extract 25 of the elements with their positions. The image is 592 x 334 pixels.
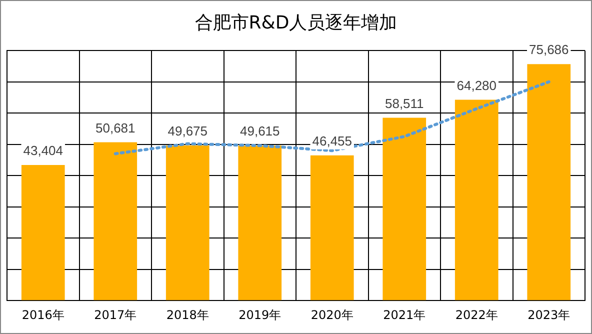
bar	[382, 118, 426, 300]
bar	[21, 164, 65, 300]
x-tick-label: 2022年	[455, 308, 498, 322]
data-label: 49,615	[240, 124, 280, 139]
x-tick-label: 2023年	[528, 308, 570, 322]
bar	[166, 145, 210, 300]
bar	[527, 64, 571, 300]
chart-title: 合肥市R&D人员逐年增加	[194, 12, 398, 34]
data-label: 75,686	[528, 42, 569, 58]
x-tick-label: 2017年	[94, 308, 137, 322]
x-tick-label: 2018年	[166, 308, 209, 322]
bar	[238, 146, 282, 300]
data-label: 43,404	[23, 143, 64, 158]
data-label: 50,681	[95, 120, 136, 136]
data-label: 64,280	[456, 78, 497, 93]
data-label: 49,675	[168, 123, 208, 138]
bar	[310, 155, 354, 300]
data-label: 46,455	[312, 134, 352, 149]
x-tick-label: 2020年	[310, 308, 354, 322]
data-label: 58,511	[384, 96, 424, 111]
x-tick-label: 2016年	[22, 308, 64, 322]
x-tick-label: 2021年	[383, 308, 426, 322]
bar	[94, 142, 138, 300]
bar	[454, 100, 498, 300]
x-tick-label: 2019年	[238, 308, 282, 322]
